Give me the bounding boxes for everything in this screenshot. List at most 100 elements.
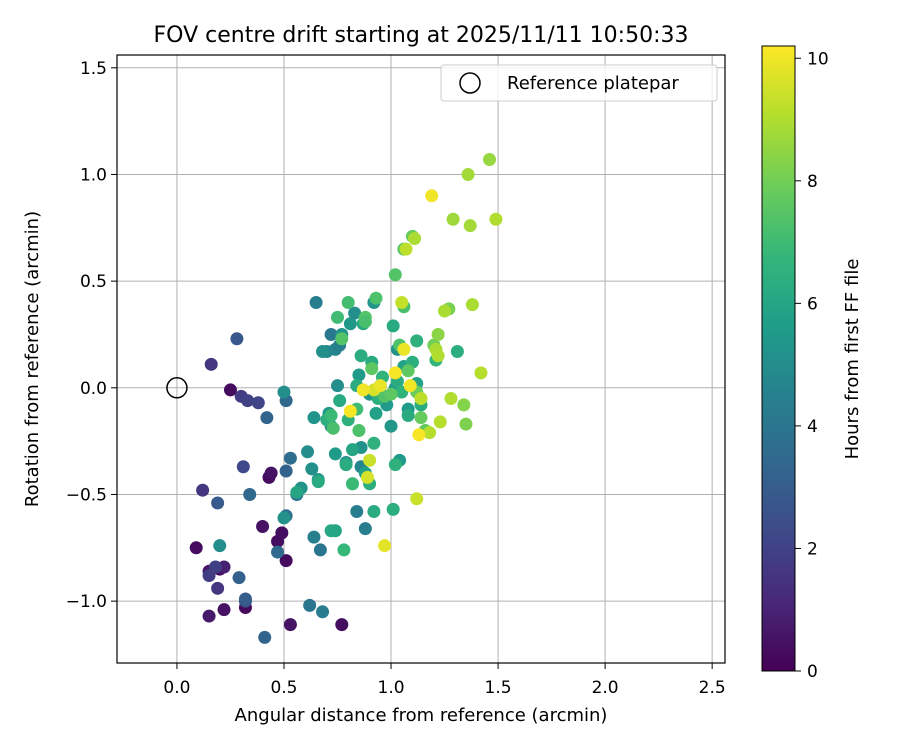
- colorbar-tick-label: 0: [807, 662, 818, 682]
- data-point: [412, 428, 426, 442]
- data-point: [196, 483, 210, 497]
- data-point: [204, 357, 218, 371]
- data-point: [369, 291, 383, 305]
- colorbar-tick-label: 8: [807, 172, 818, 192]
- colorbar: 0 2 4 6 8 10 Hours from first FF file: [761, 45, 863, 682]
- y-axis-ticks: −1.0 −0.5 0.0 0.5 1.0 1.5: [66, 59, 117, 612]
- plot-frame: [116, 54, 726, 664]
- legend-box: [440, 64, 718, 102]
- data-point: [408, 231, 422, 245]
- data-point: [341, 295, 355, 309]
- legend-marker-open-circle: [459, 72, 481, 94]
- data-point: [358, 315, 372, 329]
- data-point: [311, 475, 325, 489]
- data-point: [335, 332, 349, 346]
- data-point: [303, 598, 317, 612]
- data-point: [425, 189, 439, 203]
- data-point: [236, 460, 250, 474]
- data-point: [457, 398, 471, 412]
- data-point: [328, 524, 342, 538]
- data-point: [189, 541, 203, 555]
- data-point: [243, 487, 257, 501]
- data-point: [279, 464, 293, 478]
- data-point: [343, 317, 357, 331]
- data-point: [324, 327, 338, 341]
- data-point: [309, 295, 323, 309]
- data-point: [275, 526, 289, 540]
- data-point: [465, 298, 479, 312]
- data-point: [388, 366, 402, 380]
- data-point: [397, 342, 411, 356]
- colorbar-gradient: [761, 45, 796, 672]
- x-tick-label: 0.5: [270, 678, 297, 698]
- data-point: [256, 519, 270, 533]
- data-point: [410, 492, 424, 506]
- data-point: [264, 466, 278, 480]
- data-point: [305, 462, 319, 476]
- data-point: [326, 421, 340, 435]
- data-point: [202, 609, 216, 623]
- data-point: [260, 411, 274, 425]
- data-point: [414, 411, 428, 425]
- data-point: [461, 167, 475, 181]
- data-point: [358, 522, 372, 536]
- data-point: [313, 543, 327, 557]
- data-point: [328, 447, 342, 461]
- reference-marker: [166, 377, 188, 399]
- colorbar-ticks: 0 2 4 6 8 10: [795, 49, 829, 682]
- data-point: [367, 436, 381, 450]
- data-point: [395, 295, 409, 309]
- y-tick-label: 0.0: [80, 379, 107, 399]
- data-point: [251, 396, 265, 410]
- y-tick-label: 0.5: [80, 272, 107, 292]
- data-point: [384, 419, 398, 433]
- data-point: [283, 618, 297, 632]
- x-axis-ticks: 0.0 0.5 1.0 1.5 2.0 2.5: [163, 663, 726, 698]
- grid-lines: [117, 55, 725, 663]
- data-point: [438, 304, 452, 318]
- data-point: [433, 415, 447, 429]
- data-point: [446, 212, 460, 226]
- data-point: [238, 592, 252, 606]
- data-point: [348, 306, 362, 320]
- data-point: [339, 458, 353, 472]
- chart-title: FOV centre drift starting at 2025/11/11 …: [154, 23, 689, 48]
- data-point: [356, 383, 370, 397]
- data-point: [331, 310, 345, 324]
- data-point: [388, 268, 402, 282]
- data-point: [401, 364, 415, 378]
- data-point: [414, 391, 428, 405]
- colorbar-tick-label: 6: [807, 294, 818, 314]
- data-point: [352, 368, 366, 382]
- data-point: [241, 394, 255, 408]
- data-point: [331, 379, 345, 393]
- data-point: [363, 453, 377, 467]
- data-point: [352, 423, 366, 437]
- data-point: [277, 385, 291, 399]
- data-point: [337, 543, 351, 557]
- data-point: [386, 502, 400, 516]
- data-point: [208, 560, 222, 574]
- data-point: [307, 530, 321, 544]
- y-tick-label: 1.5: [80, 59, 107, 79]
- data-point: [489, 212, 503, 226]
- colorbar-tick-label: 2: [807, 539, 818, 559]
- x-tick-label: 1.5: [485, 678, 512, 698]
- data-point: [373, 379, 387, 393]
- data-point: [365, 362, 379, 376]
- data-point: [324, 409, 338, 423]
- data-point: [444, 391, 458, 405]
- data-point: [345, 443, 359, 457]
- data-point: [290, 485, 304, 499]
- data-point: [410, 334, 424, 348]
- data-point: [388, 458, 402, 472]
- x-tick-label: 1.0: [378, 678, 405, 698]
- data-point: [350, 505, 364, 519]
- x-tick-label: 0.0: [163, 678, 190, 698]
- data-point: [316, 345, 330, 359]
- data-point: [211, 581, 225, 595]
- data-point: [213, 539, 227, 553]
- data-point: [367, 505, 381, 519]
- data-point: [369, 406, 383, 420]
- legend-label: Reference platepar: [507, 73, 679, 94]
